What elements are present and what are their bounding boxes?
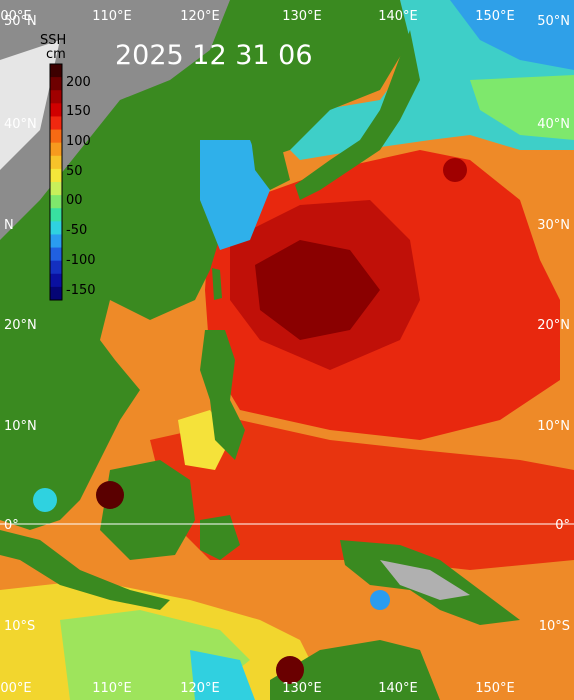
colorbar-tick-label: -150 xyxy=(66,283,96,298)
longitude-label-top: 120°E xyxy=(180,9,220,24)
latitude-label-right: 0° xyxy=(555,518,570,533)
colorbar-swatch xyxy=(50,64,62,78)
northern-green-water xyxy=(470,75,574,140)
asia-snow xyxy=(0,40,60,170)
longitude-label-top: 130°E xyxy=(282,9,322,24)
latitude-label-right: 40°N xyxy=(537,117,570,132)
colorbar-swatch xyxy=(50,247,62,262)
longitude-labels-bottom: 00°E 110°E 120°E 130°E 140°E 150°E xyxy=(0,681,514,696)
colorbar-swatch xyxy=(50,103,62,117)
philippines-land xyxy=(200,330,245,460)
eddy-high-3 xyxy=(276,656,304,684)
colorbar-heading-cm: cm xyxy=(46,47,66,62)
colorbar-swatch xyxy=(50,182,62,196)
borneo-land xyxy=(100,460,195,560)
colorbar-swatch xyxy=(50,116,62,131)
latitude-label-left: 20°N xyxy=(4,318,37,333)
eddy-low-1 xyxy=(33,488,57,512)
longitude-labels-top: 00°E 110°E 120°E 130°E 140°E 150°E xyxy=(0,9,514,24)
latitude-labels-right: 50°N 40°N 30°N 20°N 10°N 0° 10°S xyxy=(537,14,570,634)
eddy-low-2 xyxy=(370,590,390,610)
colorbar: SSH cm 200 150 100 50 00 -50 -100 -150 xyxy=(40,33,96,301)
eddy-high-1 xyxy=(443,158,467,182)
colorbar-frame xyxy=(49,63,63,301)
longitude-label-bottom: 130°E xyxy=(282,681,322,696)
colorbar-swatch xyxy=(50,168,62,183)
latitude-label-left: 10°N xyxy=(4,419,37,434)
australia-land xyxy=(270,640,440,700)
longitude-label-top: 00°E xyxy=(0,9,31,24)
colorbar-tick-labels: 200 150 100 50 00 -50 -100 -150 xyxy=(66,75,96,298)
colorbar-swatch xyxy=(50,77,62,91)
colorbar-tick-label: 100 xyxy=(66,134,91,149)
asia-mountains xyxy=(0,0,230,240)
latitude-label-right: 50°N xyxy=(537,14,570,29)
colorbar-swatch xyxy=(50,208,62,222)
colorbar-swatch xyxy=(50,234,62,249)
new-guinea-mountains xyxy=(380,560,470,600)
longitude-label-bottom: 140°E xyxy=(378,681,418,696)
longitude-label-top: 110°E xyxy=(92,9,132,24)
colorbar-tick-label: 150 xyxy=(66,104,91,119)
equatorial-red xyxy=(150,420,574,570)
latitude-label-left: 0° xyxy=(4,518,19,533)
sulawesi-land xyxy=(200,515,240,560)
latitude-label-left: 10°S xyxy=(4,619,35,634)
latitude-label-left: N xyxy=(4,218,14,233)
southern-cyan xyxy=(190,650,255,700)
colorbar-swatch xyxy=(50,129,62,144)
colorbar-tick-label: 200 xyxy=(66,75,91,90)
latitude-label-right: 10°S xyxy=(539,619,570,634)
longitude-label-bottom: 00°E xyxy=(0,681,31,696)
longitude-label-top: 150°E xyxy=(475,9,515,24)
kuroshio-peak xyxy=(255,240,380,340)
latitude-label-right: 10°N xyxy=(537,419,570,434)
longitude-label-bottom: 110°E xyxy=(92,681,132,696)
colorbar-swatch xyxy=(50,260,62,275)
colorbar-swatch xyxy=(50,142,62,157)
latitude-label-right: 20°N xyxy=(537,318,570,333)
sumatra-java-land xyxy=(0,530,170,610)
colorbar-tick-label: -100 xyxy=(66,253,96,268)
colorbar-swatch xyxy=(50,90,62,104)
colorbar-tick-label: -50 xyxy=(66,223,87,238)
latitude-label-right: 30°N xyxy=(537,218,570,233)
colorbar-tick-label: 00 xyxy=(66,193,83,208)
longitude-label-top: 140°E xyxy=(378,9,418,24)
latitude-label-left: 40°N xyxy=(4,117,37,132)
colorbar-swatch xyxy=(50,286,62,301)
colorbar-swatch xyxy=(50,155,62,170)
longitude-label-bottom: 150°E xyxy=(475,681,515,696)
asia-land xyxy=(0,0,410,530)
colorbar-tick-label: 50 xyxy=(66,164,83,179)
latitude-labels-left: 50°N 40°N N 20°N 10°N 0° 10°S xyxy=(4,14,37,634)
northern-cool-water-2 xyxy=(450,0,574,70)
longitude-label-bottom: 120°E xyxy=(180,681,220,696)
colorbar-swatch xyxy=(50,273,62,288)
colorbar-swatch xyxy=(50,221,62,235)
eddy-high-2 xyxy=(96,481,124,509)
korea-land xyxy=(250,130,290,190)
colorbar-swatches xyxy=(50,64,62,301)
japan-land xyxy=(295,30,420,200)
taiwan-land xyxy=(212,268,222,300)
colorbar-heading-ssh: SSH xyxy=(40,33,66,48)
colorbar-swatch xyxy=(50,195,62,209)
map-title: 2025 12 31 06 xyxy=(115,40,313,71)
yellow-sea-cool xyxy=(200,140,270,250)
latitude-label-left: 50°N xyxy=(4,14,37,29)
